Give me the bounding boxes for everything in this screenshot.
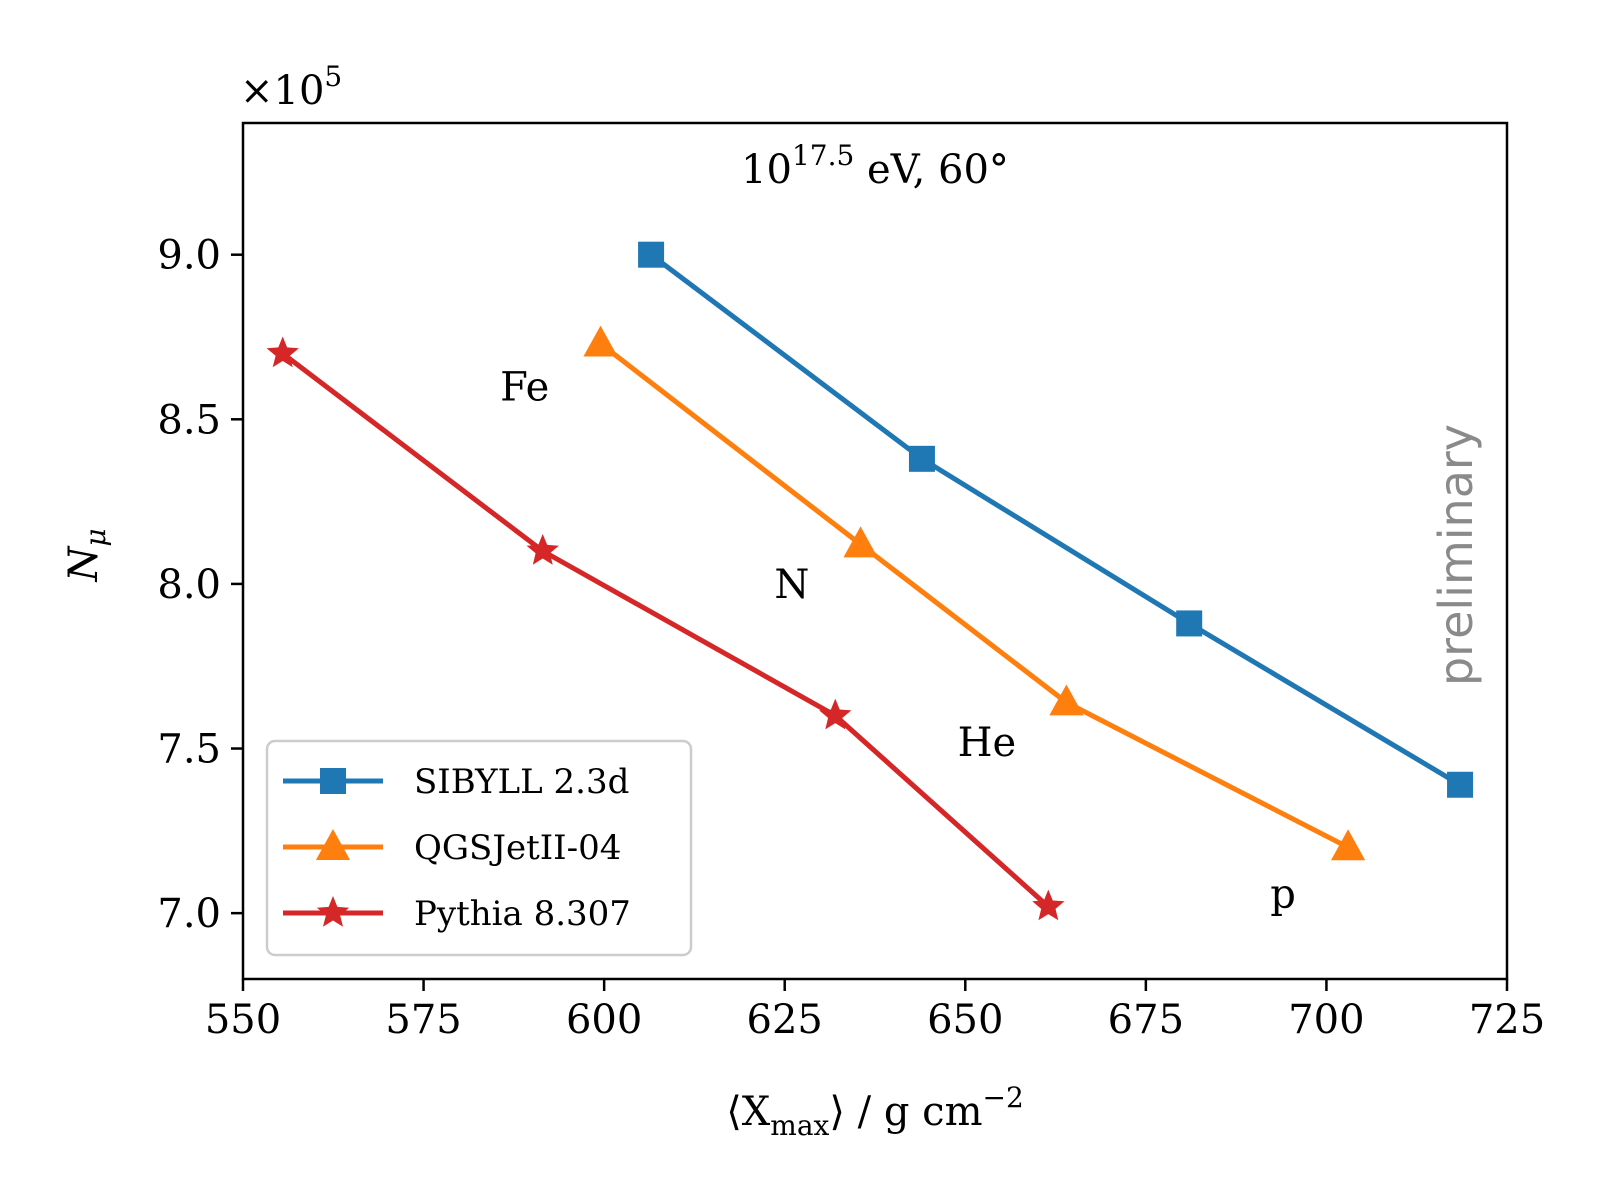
preliminary-watermark: preliminary [1429,424,1483,686]
x-tick-label: 575 [385,997,461,1043]
x-tick-label: 600 [566,997,642,1043]
y-axis-title: Nμ [61,528,112,582]
x-axis-title-left: ⟨X [726,1089,771,1135]
x-axis-title-right: ⟩ / g cm [829,1089,982,1135]
y-tick-label: 8.5 [157,397,221,443]
series-pythia-8-307 [266,336,1065,921]
data-point [1447,771,1474,798]
y-tick-label: 8.0 [157,562,221,608]
data-point [266,336,299,368]
legend-label: QGSJetII-04 [414,828,621,868]
x-tick-label: 550 [205,997,281,1043]
legend-label: SIBYLL 2.3d [414,762,629,802]
data-point [583,325,618,357]
series-line [598,341,1350,850]
y-tick-label: 7.0 [157,891,221,937]
data-point [638,241,665,268]
y-axis-title-main: N [61,545,107,583]
series-qgsjetii-04 [583,325,1366,861]
legend: SIBYLL 2.3d QGSJetII-04 Pythia 8.307 [265,739,693,957]
y-tick-label: 7.5 [157,727,221,773]
x-tick-label: 625 [747,997,823,1043]
annotation-label: N [774,562,809,608]
data-point [1032,889,1065,921]
y-tick-label: 9.0 [157,233,221,279]
plot-frame [241,121,1509,981]
legend-entry: QGSJetII-04 [283,828,621,868]
x-axis-title-sub: max [770,1109,829,1142]
series-line [281,351,1050,909]
x-tick-label: 650 [927,997,1003,1043]
series-sibyll-2-3d [638,241,1474,798]
series-layer [266,241,1474,921]
series-line [649,252,1462,787]
annotation-layer: Fe N He p [500,364,1296,917]
legend-entry: Pythia 8.307 [283,894,631,934]
y-multiplier: ×105 [240,60,342,114]
data-point [843,526,878,558]
y-multiplier-base: ×10 [240,68,324,114]
y-axis-title-sub: μ [79,528,112,546]
chart-title: 1017.5 eV, 60° [741,139,1009,193]
x-tick-label: 700 [1288,997,1364,1043]
legend-marker [316,896,350,927]
data-point [908,445,935,472]
legend-entry: SIBYLL 2.3d [283,762,629,802]
chart-title-exponent: 17.5 [792,139,854,172]
annotation-label: Fe [500,364,549,410]
legend-box [265,739,693,957]
x-tick-label: 725 [1469,997,1545,1043]
annotation-label: He [958,720,1017,766]
x-axis-title-sup: −2 [983,1081,1024,1114]
legend-entries: SIBYLL 2.3d QGSJetII-04 Pythia 8.307 [283,762,631,934]
chart-title-rest: eV, 60° [854,147,1009,193]
data-point [526,534,559,565]
y-multiplier-exponent: 5 [324,60,342,93]
tick-layer: 550 575 600 625 650 675 700 725 7.0 7.5 8.0 8.5 9.0 [157,233,1545,1043]
annotation-label: p [1270,871,1296,917]
data-point [1330,829,1366,861]
data-point [1176,610,1203,637]
x-tick-label: 675 [1108,997,1184,1043]
legend-marker [315,829,351,860]
legend-marker [320,768,346,794]
data-point [1049,684,1084,716]
legend-label: Pythia 8.307 [414,894,631,934]
x-axis-title: ⟨Xmax⟩ / g cm−2 [726,1081,1024,1142]
data-point [819,698,852,730]
chart-title-base: 10 [741,147,792,193]
